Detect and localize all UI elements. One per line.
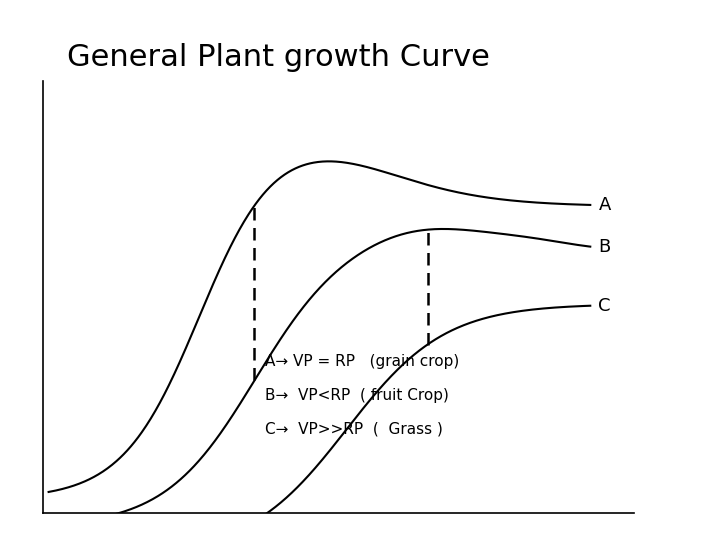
Text: General Plant growth Curve: General Plant growth Curve	[67, 43, 490, 72]
Text: A: A	[598, 196, 611, 214]
Text: C: C	[598, 297, 611, 315]
Text: B: B	[598, 238, 611, 255]
Text: C→  VP>>RP  (  Grass ): C→ VP>>RP ( Grass )	[265, 421, 443, 436]
Text: A→ VP = RP   (grain crop): A→ VP = RP (grain crop)	[265, 354, 459, 369]
Text: B→  VP<RP  ( fruit Crop): B→ VP<RP ( fruit Crop)	[265, 388, 449, 403]
